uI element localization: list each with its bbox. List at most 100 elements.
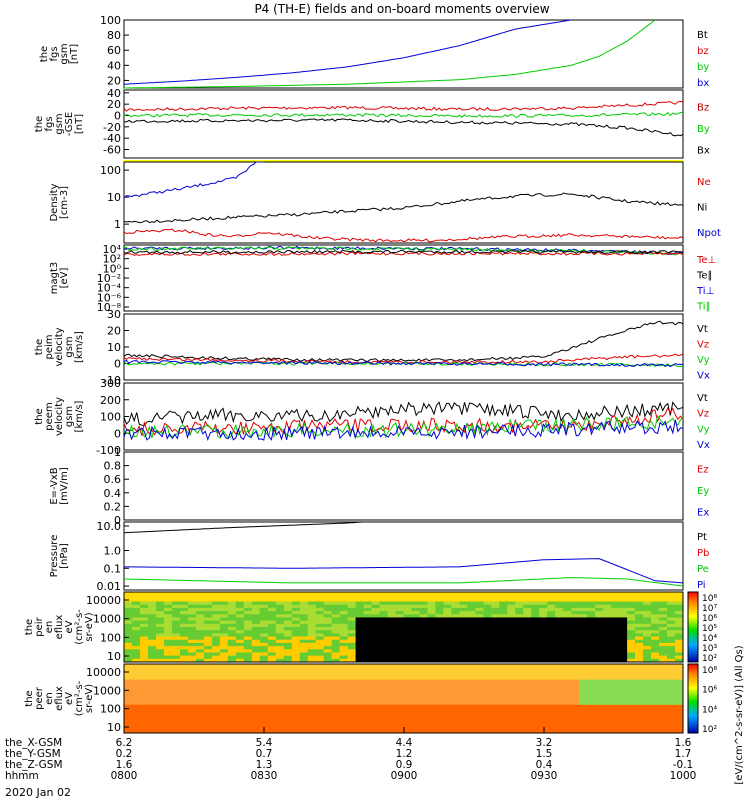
heatmap-cell <box>323 723 333 728</box>
heatmap-cell <box>187 689 197 693</box>
heatmap-cell <box>355 655 365 660</box>
heatmap-cell <box>427 642 436 647</box>
heatmap-cell <box>124 649 133 653</box>
heatmap-cell <box>283 729 293 734</box>
heatmap-cell <box>475 685 484 690</box>
heatmap-cell <box>547 604 556 609</box>
heatmap-cell <box>443 595 452 599</box>
heatmap-cell <box>523 658 532 663</box>
heatmap-cell <box>219 676 229 681</box>
heatmap-cell <box>451 642 460 647</box>
heatmap-cell <box>435 649 444 653</box>
heatmap-cell <box>523 652 532 657</box>
heatmap-cell <box>579 711 588 715</box>
ylabel-line: [nT] <box>74 114 85 134</box>
heatmap-cell <box>611 704 620 709</box>
heatmap-cell <box>387 679 397 684</box>
heatmap-cell <box>411 595 420 599</box>
heatmap-cell <box>195 595 205 599</box>
heatmap-cell <box>371 598 381 603</box>
heatmap-cell <box>603 598 612 603</box>
heatmap-cell <box>347 642 357 647</box>
heatmap-cell <box>507 673 516 678</box>
heatmap-cell <box>147 711 157 715</box>
heatmap-cell <box>211 598 221 603</box>
heatmap-cell <box>523 623 532 628</box>
heatmap-cell <box>571 714 580 718</box>
heatmap-cell <box>579 630 588 634</box>
heatmap-cell <box>323 652 333 657</box>
heatmap-cell <box>163 607 173 612</box>
heatmap-cell <box>227 642 237 647</box>
y-tick-label: 1.0 <box>104 544 122 557</box>
heatmap-cell <box>275 729 285 734</box>
heatmap-cell <box>195 714 205 718</box>
panel-ylabel: magt3[eV] <box>49 262 70 295</box>
heatmap-cell <box>571 692 580 696</box>
heatmap-cell <box>323 676 333 681</box>
heatmap-cell <box>387 642 397 647</box>
heatmap-cell <box>291 692 301 696</box>
heatmap-cell <box>635 695 644 699</box>
heatmap-cell <box>571 729 580 734</box>
ylabel-line: [mV/m] <box>59 467 70 505</box>
heatmap-cell <box>603 639 612 644</box>
heatmap-cell <box>203 642 213 647</box>
heatmap-cell <box>499 642 508 647</box>
heatmap-cell <box>419 655 428 660</box>
heatmap-cell <box>547 664 556 668</box>
heatmap-cell <box>347 598 357 603</box>
heatmap-cell <box>275 704 285 709</box>
heatmap-cell <box>163 664 173 668</box>
heatmap-cell <box>419 707 428 712</box>
heatmap-cell <box>339 639 349 644</box>
heatmap-cell <box>219 720 229 725</box>
heatmap-cell <box>547 707 556 712</box>
heatmap-cell <box>499 592 508 596</box>
heatmap-cell <box>403 729 412 734</box>
series-line <box>123 245 684 255</box>
heatmap-cell <box>627 711 636 715</box>
heatmap-cell <box>611 689 620 693</box>
heatmap-cell <box>267 614 277 618</box>
heatmap-cell <box>667 667 676 671</box>
heatmap-cell <box>363 620 373 625</box>
heatmap-cell <box>339 714 349 718</box>
heatmap-cell <box>547 667 556 671</box>
heatmap-cell <box>363 630 373 634</box>
y-tick-label: -20 <box>103 121 121 134</box>
heatmap-cell <box>315 639 325 644</box>
heatmap-cell <box>467 726 476 731</box>
heatmap-cell <box>251 601 261 606</box>
heatmap-cell <box>467 595 476 599</box>
heatmap-cell <box>124 630 133 634</box>
ylabel-line: peem <box>44 402 55 430</box>
heatmap-cell <box>395 682 404 687</box>
heatmap-cell <box>571 630 580 634</box>
heatmap-cell <box>563 692 572 696</box>
heatmap-cell <box>515 670 524 674</box>
heatmap-cell <box>315 614 325 618</box>
heatmap-cell <box>203 617 213 622</box>
heatmap-cell <box>155 670 165 674</box>
heatmap-cell <box>315 604 325 609</box>
heatmap-cell <box>139 689 149 693</box>
heatmap-cell <box>579 620 588 625</box>
heatmap-cell <box>419 685 428 690</box>
heatmap-cell <box>603 611 612 615</box>
heatmap-cell <box>307 673 317 678</box>
heatmap-cell <box>475 720 484 725</box>
heatmap-cell <box>651 623 660 628</box>
heatmap-cell <box>475 695 484 699</box>
heatmap-cell <box>235 607 245 612</box>
heatmap-cell <box>411 726 420 731</box>
heatmap-cell <box>147 649 157 653</box>
heatmap-cell <box>675 639 684 644</box>
heatmap-cell <box>507 607 516 612</box>
heatmap-cell <box>555 642 564 647</box>
heatmap-cell <box>659 679 668 684</box>
heatmap-cell <box>203 658 213 663</box>
heatmap-cell <box>291 639 301 644</box>
heatmap-cell <box>323 729 333 734</box>
